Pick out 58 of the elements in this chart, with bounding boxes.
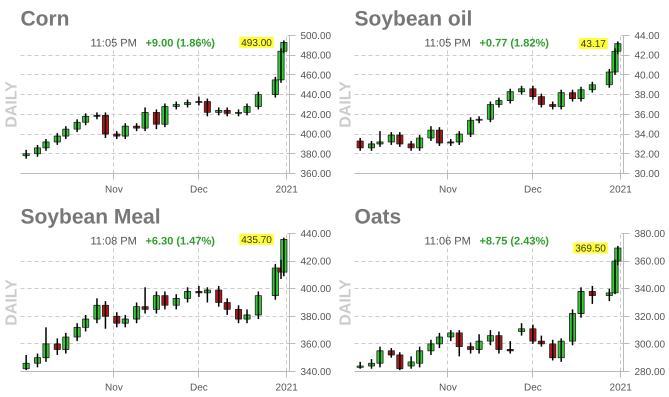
annotation: +6.30 (1.47%) — [146, 236, 216, 248]
y-tick-label: 380.00 — [300, 312, 332, 323]
y-tick-label: 360.00 — [300, 169, 332, 180]
x-tick-label: Dec — [524, 382, 542, 394]
y-tick-label: 320.00 — [634, 312, 666, 323]
x-tick-label: Dec — [190, 382, 208, 394]
y-tick-label: 340.00 — [634, 284, 666, 296]
candlestick — [356, 361, 364, 370]
annotation: 43.17 — [580, 39, 606, 50]
annotation: 435.70 — [241, 234, 272, 246]
y-tick-label: 36.00 — [634, 110, 660, 121]
annotation: +8.75 (2.43%) — [480, 236, 550, 248]
y-tick-label: 300.00 — [634, 339, 666, 350]
x-tick-label: Nov — [439, 382, 457, 394]
y-tick-label: 460.00 — [300, 70, 332, 82]
annotation: 11:05 PM — [90, 38, 137, 50]
y-tick-label: 30.00 — [634, 169, 660, 180]
chart-title: Soybean oil — [354, 8, 472, 30]
y-tick-label: 400.00 — [300, 130, 332, 141]
y-tick-label: 32.00 — [634, 149, 660, 160]
x-tick-label: Nov — [105, 184, 123, 196]
annotation: 11:08 PM — [90, 236, 137, 248]
annotation: 369.50 — [575, 243, 606, 254]
annotation: 493.00 — [241, 38, 272, 49]
annotation: +0.77 (1.82%) — [480, 38, 550, 50]
y-tick-label: 440.00 — [300, 90, 332, 102]
y-tick-label: 44.00 — [634, 31, 660, 42]
y-tick-label: 280.00 — [634, 367, 666, 378]
y-tick-label: 40.00 — [634, 70, 660, 82]
x-tick-label: 2021 — [610, 184, 632, 196]
y-tick-label: 420.00 — [300, 110, 332, 121]
x-tick-label: Nov — [439, 184, 457, 196]
y-tick-label: 400.00 — [300, 284, 332, 296]
chart-title: Corn — [20, 8, 70, 30]
y-tick-label: 420.00 — [300, 256, 332, 268]
chart-title: Oats — [354, 206, 402, 228]
y-tick-label: 38.00 — [634, 90, 660, 102]
annotation: +9.00 (1.86%) — [146, 38, 216, 50]
candlestick — [172, 100, 180, 110]
y-tick-label: 340.00 — [300, 367, 332, 378]
y-tick-label: 480.00 — [300, 50, 332, 62]
x-tick-label: 2021 — [276, 382, 298, 394]
y-tick-label: 360.00 — [300, 339, 332, 350]
y-tick-label: 42.00 — [634, 50, 660, 62]
annotation: 11:05 PM — [424, 38, 471, 50]
y-tick-label: 34.00 — [634, 130, 660, 141]
x-tick-label: Nov — [105, 382, 123, 394]
y-tick-label: 440.00 — [300, 229, 332, 240]
x-tick-label: 2021 — [276, 184, 298, 196]
y-tick-label: 380.00 — [634, 229, 666, 240]
y-tick-label: 380.00 — [300, 149, 332, 160]
annotation: 11:06 PM — [424, 236, 471, 248]
x-tick-label: Dec — [190, 184, 208, 196]
x-tick-label: 2021 — [610, 382, 632, 394]
y-tick-label: 500.00 — [300, 31, 332, 42]
y-tick-label: 360.00 — [634, 256, 666, 268]
chart-title: Soybean Meal — [20, 206, 161, 228]
x-tick-label: Dec — [524, 184, 542, 196]
